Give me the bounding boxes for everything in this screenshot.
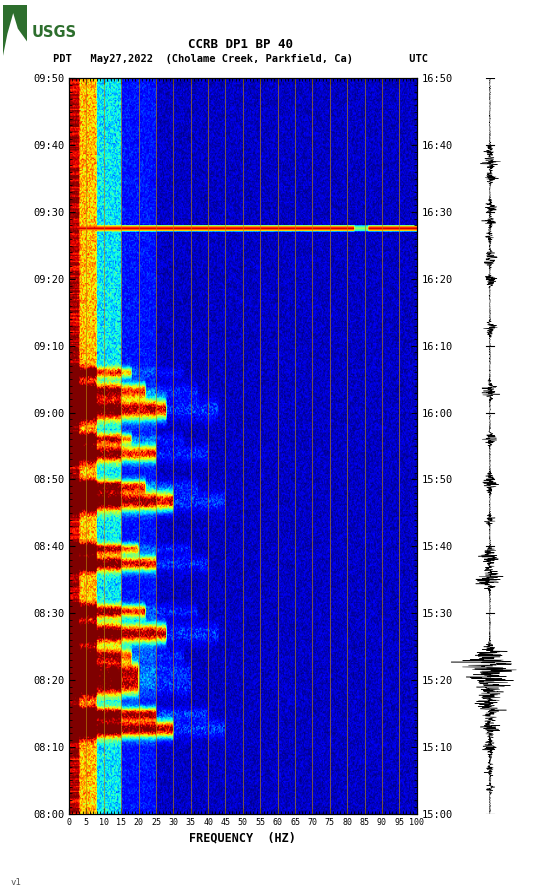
Text: PDT   May27,2022  (Cholame Creek, Parkfield, Ca)         UTC: PDT May27,2022 (Cholame Creek, Parkfield… — [52, 54, 428, 64]
Polygon shape — [3, 13, 27, 57]
Text: CCRB DP1 BP 40: CCRB DP1 BP 40 — [188, 38, 293, 51]
Bar — [3, 5, 27, 57]
Text: v1: v1 — [11, 878, 22, 887]
X-axis label: FREQUENCY  (HZ): FREQUENCY (HZ) — [189, 831, 296, 845]
Text: USGS: USGS — [32, 25, 77, 40]
